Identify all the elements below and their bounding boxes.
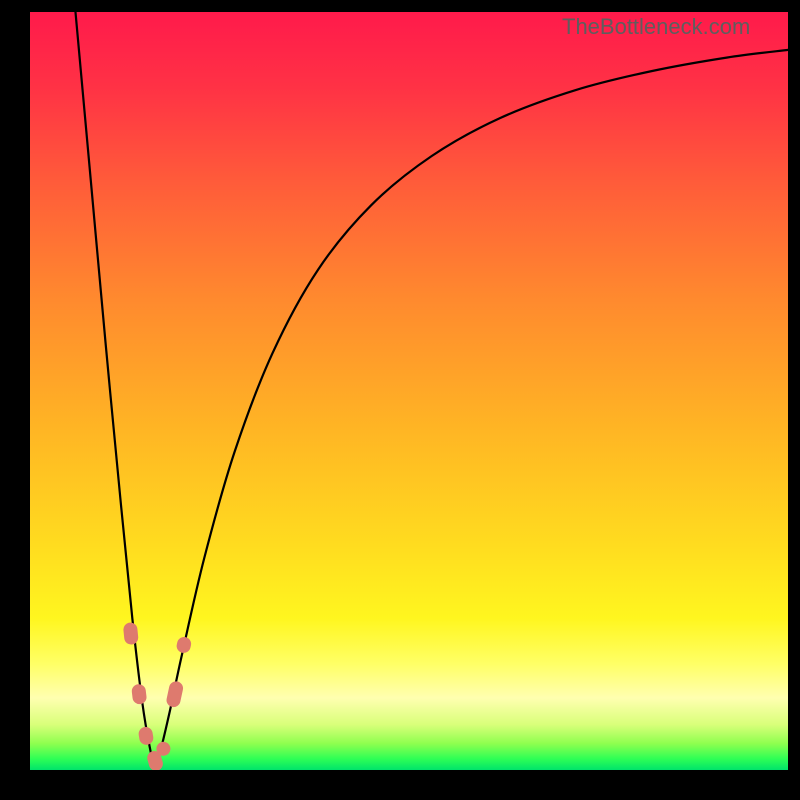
chart-svg (30, 12, 788, 770)
gradient-background (30, 12, 788, 770)
chart-frame: TheBottleneck.com (0, 0, 800, 800)
watermark-text: TheBottleneck.com (562, 14, 750, 40)
plot-area (30, 12, 788, 770)
